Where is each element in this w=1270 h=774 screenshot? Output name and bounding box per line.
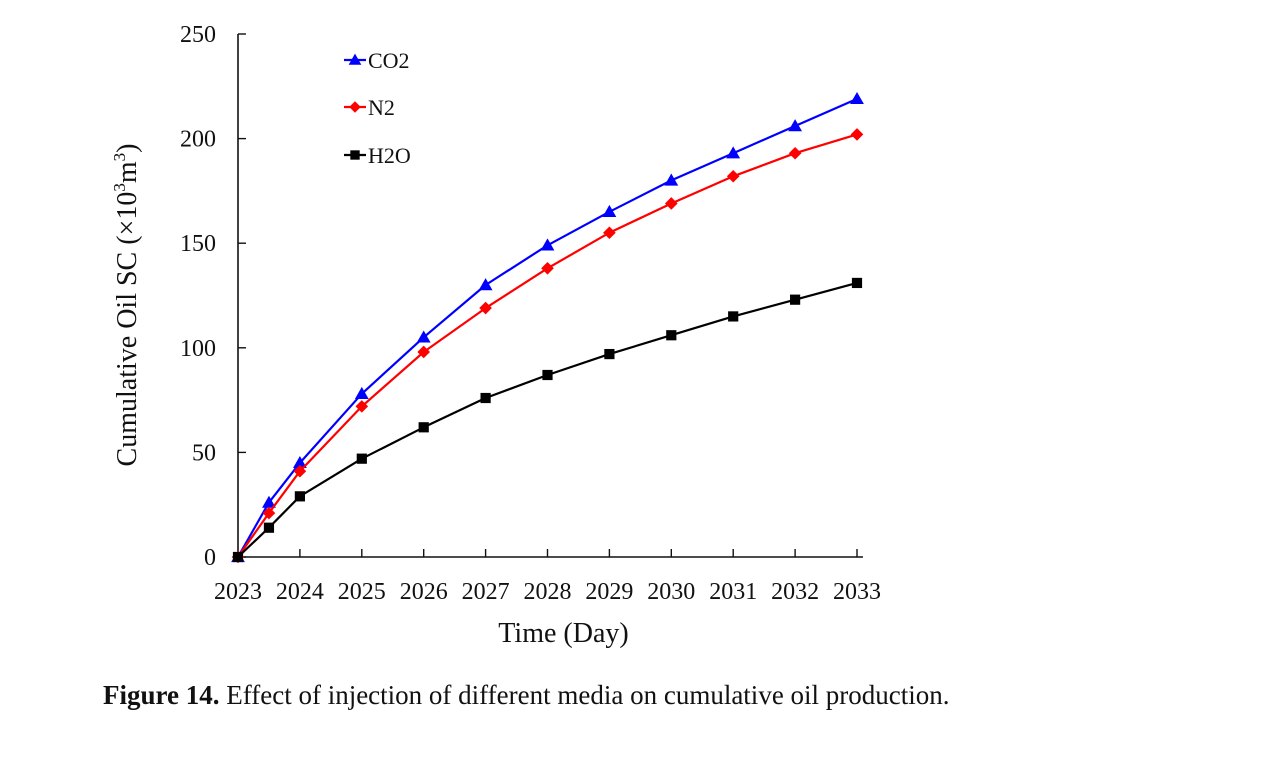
series-layer xyxy=(231,91,864,564)
data-point-n2 xyxy=(665,197,678,210)
data-point-h2o xyxy=(542,369,553,381)
y-axis-title: Cumulative Oil SC (×103m3) xyxy=(110,144,143,467)
data-point-n2 xyxy=(262,506,276,520)
data-point-h2o xyxy=(790,294,801,305)
x-axis-title: Time (Day) xyxy=(498,618,628,649)
data-point-n2 xyxy=(293,464,307,478)
x-tick-label: 2030 xyxy=(647,579,695,605)
data-point-co2 xyxy=(262,495,276,508)
data-point-co2 xyxy=(726,146,741,159)
data-point-n2 xyxy=(726,169,740,183)
y-tick-label: 50 xyxy=(192,440,216,466)
y-tick-label: 0 xyxy=(204,545,216,571)
legend-marker-triangle xyxy=(348,53,362,65)
data-point-co2 xyxy=(354,386,369,399)
data-point-h2o xyxy=(851,277,863,289)
legend-marker-square xyxy=(350,150,360,160)
data-point-n2 xyxy=(603,226,616,240)
data-point-h2o xyxy=(728,311,739,322)
data-point-co2 xyxy=(850,91,864,105)
x-tick-label: 2029 xyxy=(585,579,633,605)
legend-label: H2O xyxy=(368,143,411,168)
y-tick-label: 150 xyxy=(180,231,216,257)
x-tick-label: 2026 xyxy=(400,579,448,605)
legend: CO2 N2 H2O xyxy=(344,48,411,168)
data-point-co2 xyxy=(788,119,802,132)
legend-item-h2o: H2O xyxy=(344,143,411,168)
x-tick-label: 2028 xyxy=(524,579,572,605)
series-line-n2 xyxy=(237,133,858,558)
legend-item-n2: N2 xyxy=(344,95,395,120)
x-tick-label: 2024 xyxy=(276,579,324,605)
x-tick-label: 2032 xyxy=(771,579,819,605)
data-point-h2o xyxy=(666,330,677,341)
x-tick-label: 2027 xyxy=(462,579,510,605)
data-point-co2 xyxy=(664,173,679,186)
x-tick-label: 2023 xyxy=(214,579,262,605)
legend-label: CO2 xyxy=(368,48,410,73)
data-point-n2 xyxy=(850,128,864,141)
data-point-co2 xyxy=(478,278,493,291)
legend-marker-diamond xyxy=(349,101,361,113)
series-n2 xyxy=(231,128,864,564)
y-title-sup: 3 xyxy=(110,183,129,192)
y-tick-label: 200 xyxy=(180,127,216,153)
caption-text: Effect of injection of different media o… xyxy=(219,680,950,710)
x-tick-label: 2025 xyxy=(338,579,386,605)
legend-label: N2 xyxy=(368,95,395,120)
data-point-co2 xyxy=(293,455,307,469)
data-point-n2 xyxy=(479,301,492,315)
data-point-h2o xyxy=(263,522,275,533)
data-point-co2 xyxy=(602,204,617,217)
data-point-h2o xyxy=(356,453,367,464)
y-title-unit: m xyxy=(112,161,143,183)
series-line-co2 xyxy=(237,97,858,558)
y-tick-label: 100 xyxy=(180,336,216,362)
data-point-h2o xyxy=(480,392,491,404)
y-title-unit-sup: 3 xyxy=(110,153,129,162)
caption-label: Figure 14. xyxy=(103,680,220,710)
x-tick-label: 2033 xyxy=(833,579,881,605)
series-line-h2o xyxy=(237,281,858,558)
line-chart: 0 50 100 150 200 250 2023 2024 2025 2026 2027 2028 2… xyxy=(110,22,881,649)
data-point-h2o xyxy=(294,491,305,502)
data-point-co2 xyxy=(416,330,431,343)
y-tick-label: 250 xyxy=(180,22,216,48)
legend-item-co2: CO2 xyxy=(344,48,410,73)
data-point-n2 xyxy=(417,345,430,359)
data-point-n2 xyxy=(355,400,369,413)
data-point-h2o xyxy=(418,422,429,433)
axes: 0 50 100 150 200 250 2023 2024 2025 2026 2027 2028 2… xyxy=(180,22,881,605)
x-tick-label: 2031 xyxy=(709,579,757,605)
y-title-close: ) xyxy=(112,144,143,153)
data-point-co2 xyxy=(540,238,555,251)
y-title-main: Cumulative Oil SC (×10 xyxy=(112,192,143,467)
data-point-h2o xyxy=(232,551,244,563)
series-h2o xyxy=(232,277,863,563)
series-co2 xyxy=(231,91,864,563)
data-point-h2o xyxy=(604,348,615,360)
data-point-n2 xyxy=(788,146,802,160)
data-point-n2 xyxy=(541,262,554,275)
figure-caption: Figure 14. Effect of injection of differ… xyxy=(103,680,950,711)
